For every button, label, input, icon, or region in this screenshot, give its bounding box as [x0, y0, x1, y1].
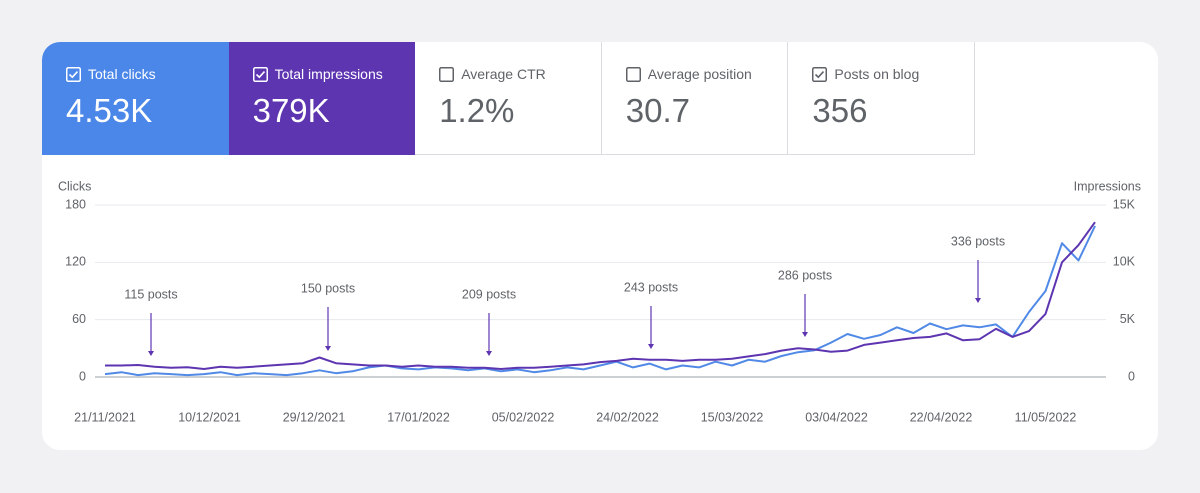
metric-value: 1.2% [439, 92, 515, 129]
y-tick-label: 60 [72, 312, 86, 326]
annotation-label: 209 posts [462, 287, 516, 301]
x-tick-label: 24/02/2022 [596, 410, 659, 424]
checkbox-frame [66, 67, 81, 82]
annotation-label: 115 posts [124, 287, 177, 301]
x-tick-label: 29/12/2021 [283, 410, 346, 424]
x-tick-label: 15/03/2022 [701, 410, 764, 424]
metric-tile[interactable]: Total impressions 379K [228, 42, 416, 155]
x-tick-label: 05/02/2022 [492, 410, 555, 424]
checkbox-frame [812, 67, 828, 82]
checkbox-frame [439, 67, 455, 82]
annotation-label: 243 posts [624, 280, 678, 294]
annotation-arrowhead [148, 351, 154, 356]
annotation-label: 336 posts [951, 234, 1005, 248]
annotation-arrowhead [486, 351, 492, 356]
metric-label: Total clicks [88, 66, 156, 82]
metric-tile[interactable]: Average CTR 1.2% [415, 42, 602, 155]
y-tick-label: 0 [79, 369, 86, 383]
x-tick-label: 17/01/2022 [387, 410, 450, 424]
metric-label: Average CTR [461, 66, 546, 82]
y-tick-label: 180 [65, 197, 86, 211]
y2-tick-label: 10K [1113, 255, 1136, 269]
metric-label: Posts on blog [834, 66, 920, 82]
x-tick-label: 11/05/2022 [1015, 410, 1077, 424]
y-tick-label: 120 [65, 255, 86, 269]
x-tick-label: 21/11/2021 [74, 410, 136, 424]
metric-value: 379K [252, 92, 330, 129]
checkbox[interactable] [625, 67, 641, 82]
checkmark [68, 71, 79, 79]
annotation-label: 150 posts [301, 281, 355, 295]
x-tick-label: 22/04/2022 [910, 410, 973, 424]
annotation-arrowhead [648, 344, 654, 349]
y2-tick-label: 5K [1120, 312, 1136, 326]
x-tick-label: 03/04/2022 [805, 410, 868, 424]
checkmark [815, 71, 825, 79]
checkbox[interactable] [66, 67, 81, 82]
metric-value: 4.53K [66, 92, 153, 129]
checkmark [255, 71, 265, 79]
checkbox-frame [625, 67, 641, 82]
checkbox[interactable] [812, 67, 828, 82]
checkbox[interactable] [252, 67, 268, 82]
metric-value: 30.7 [625, 92, 691, 129]
y2-axis-label: Impressions [1074, 179, 1141, 193]
checkbox[interactable] [439, 67, 455, 82]
metric-value: 356 [812, 92, 868, 129]
annotation-label: 286 posts [778, 268, 832, 282]
x-tick-label: 10/12/2021 [178, 410, 241, 424]
metric-label: Average position [647, 66, 752, 82]
annotation-arrowhead [325, 346, 331, 351]
metric-label: Total impressions [274, 66, 383, 82]
annotation-arrowhead [975, 298, 981, 303]
y2-tick-label: 0 [1128, 369, 1135, 383]
metric-tile[interactable]: Total clicks 4.53K [42, 42, 229, 155]
metric-tile[interactable]: Posts on blog 356 [788, 42, 975, 155]
metric-tile[interactable]: Average position 30.7 [601, 42, 789, 155]
checkbox-frame [252, 67, 268, 82]
y2-tick-label: 15K [1113, 197, 1136, 211]
series-line [104, 225, 1096, 377]
y-axis-label: Clicks [58, 179, 91, 193]
series-line [105, 221, 1096, 370]
performance-card: Total clicks 4.53K Total impressions 379K Av… [42, 42, 1158, 450]
annotation-arrowhead [802, 332, 808, 337]
